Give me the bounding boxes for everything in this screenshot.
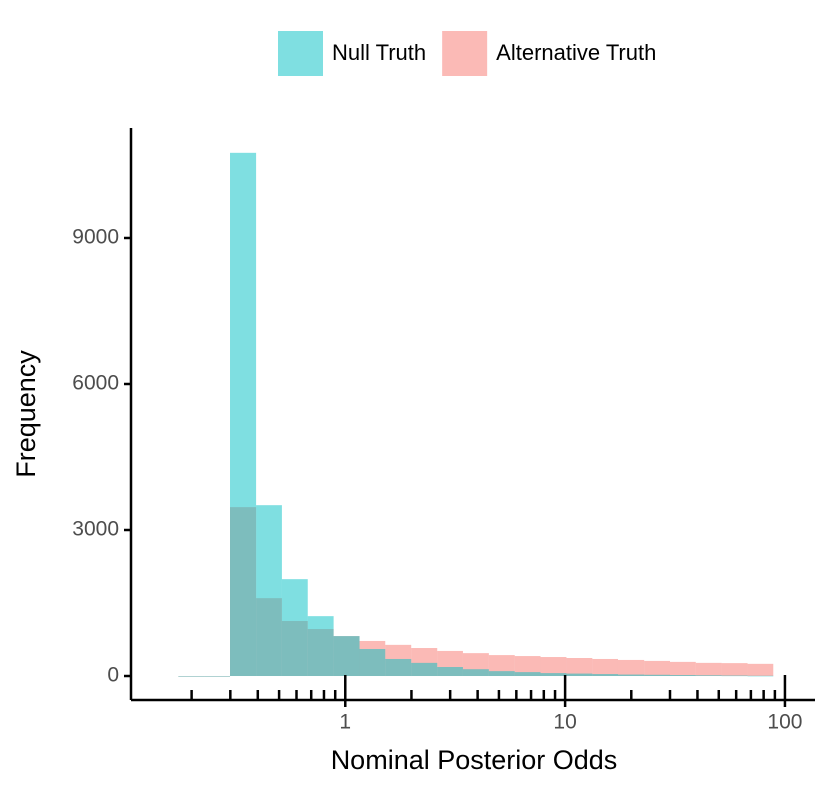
y-tick-label: 0 <box>107 664 119 687</box>
bar <box>721 663 748 677</box>
y-tick-label: 3000 <box>72 518 119 541</box>
bar <box>204 676 231 677</box>
bar <box>488 655 515 677</box>
bar <box>747 663 774 677</box>
legend-label: Alternative Truth <box>496 40 656 65</box>
bar <box>462 669 489 677</box>
bar <box>695 675 722 677</box>
bar <box>411 662 438 677</box>
x-tick-label: 10 <box>553 711 576 734</box>
bar <box>540 673 567 677</box>
bar <box>178 676 205 677</box>
bar <box>359 648 386 677</box>
legend-swatch <box>442 31 488 76</box>
bar <box>592 674 618 677</box>
bar <box>281 579 308 677</box>
bar <box>488 671 515 677</box>
bar <box>514 656 541 677</box>
x-tick-label: 100 <box>767 711 802 734</box>
bar <box>514 672 541 677</box>
bar <box>230 152 257 677</box>
bar <box>617 674 645 677</box>
bar <box>592 658 618 677</box>
bar <box>669 661 696 677</box>
bar <box>669 675 696 677</box>
y-tick-label: 9000 <box>72 226 119 249</box>
legend-label: Null Truth <box>332 40 426 65</box>
x-tick-label: 1 <box>339 711 351 734</box>
legend-swatch <box>278 31 323 76</box>
bar <box>333 636 360 677</box>
bar <box>566 657 593 677</box>
bar <box>437 667 463 677</box>
y-tick-label: 6000 <box>72 372 119 395</box>
bar <box>721 675 748 677</box>
bar <box>644 674 670 677</box>
bar <box>644 660 670 677</box>
bar <box>747 675 774 677</box>
bar <box>256 505 282 677</box>
bar <box>307 616 334 677</box>
x-axis-label: Nominal Posterior Odds <box>331 745 618 775</box>
bar <box>385 658 412 677</box>
y-axis-label: Frequency <box>11 350 41 478</box>
bar <box>566 673 593 677</box>
bar <box>695 662 722 677</box>
bar <box>540 657 567 677</box>
bar <box>617 659 645 677</box>
